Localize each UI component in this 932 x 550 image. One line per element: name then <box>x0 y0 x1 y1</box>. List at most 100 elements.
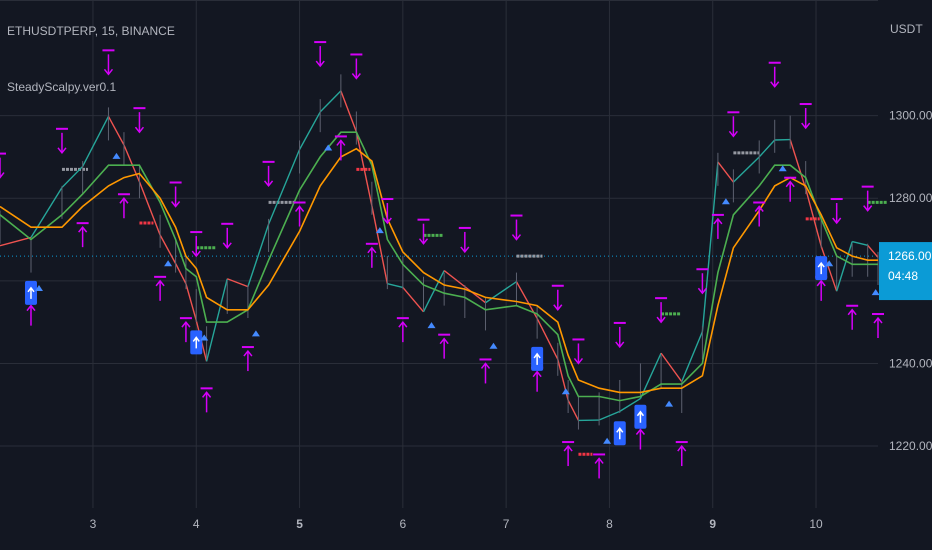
buy-flag-arrow <box>636 410 645 423</box>
buy-arrow-head <box>243 349 253 357</box>
price-segment <box>247 224 270 287</box>
price-segment <box>536 318 559 360</box>
buy-triangle <box>603 437 612 444</box>
buy-triangle <box>871 289 880 296</box>
sell-arrow-head <box>418 238 429 245</box>
buy-arrow-head <box>594 457 604 464</box>
buy-flag-arrow <box>192 336 200 349</box>
signal-levels <box>0 151 888 456</box>
buy-arrow-head <box>181 320 191 328</box>
price-segment <box>443 269 466 288</box>
price-segment <box>681 331 704 382</box>
price-segment <box>867 244 879 258</box>
price-segment <box>567 399 580 421</box>
buy-arrow-head <box>294 205 305 212</box>
buy-flag-arrow <box>533 352 541 365</box>
sell-arrow-head <box>728 130 738 138</box>
sell-arrow-head <box>382 217 392 225</box>
buy-arrow-head <box>816 279 826 287</box>
price-segment <box>205 278 228 362</box>
sell-arrow-head <box>0 172 5 179</box>
buy-arrow-head <box>480 362 491 369</box>
signal-markers <box>0 41 884 479</box>
price-segment <box>138 181 161 236</box>
buy-arrow-head <box>847 308 857 316</box>
buy-triangle <box>778 165 787 172</box>
x-tick-label: 5 <box>296 517 303 531</box>
x-tick-label: 6 <box>400 517 407 531</box>
sell-arrow-head <box>801 122 811 130</box>
sell-arrow-head <box>832 217 842 225</box>
sell-arrow-head <box>863 205 873 212</box>
price-segment <box>355 131 373 206</box>
sell-arrow-head <box>460 246 470 254</box>
price-segment <box>717 161 734 183</box>
buy-triangle <box>561 388 570 395</box>
buy-arrow-head <box>26 304 36 312</box>
price-segment <box>619 397 641 412</box>
price-segment <box>732 156 760 183</box>
buy-arrow-head <box>713 217 723 225</box>
buy-triangle <box>164 260 173 267</box>
indicator-legend: SteadyScalpy.ver0.1 <box>7 80 117 94</box>
ema-line <box>0 147 878 394</box>
sell-arrow-head <box>171 201 181 208</box>
buy-triangle <box>825 260 834 267</box>
x-tick-label: 7 <box>503 517 510 531</box>
buy-triangle <box>200 334 209 341</box>
y-tick-label: 1280.00 <box>889 191 932 205</box>
buy-arrow-head <box>202 391 212 398</box>
price-segment <box>185 283 197 321</box>
price-segment <box>371 205 389 284</box>
price-segment <box>159 234 177 264</box>
price-segment <box>61 165 84 188</box>
currency-label: USDT <box>890 22 923 36</box>
x-tick-label: 3 <box>90 517 97 531</box>
price-segment <box>485 281 517 304</box>
price-segment <box>319 90 342 113</box>
buy-triangle <box>112 152 121 159</box>
countdown-label: 04:48 <box>888 269 918 283</box>
x-tick-label: 9 <box>709 517 716 531</box>
sell-arrow-head <box>511 234 522 241</box>
price-segment <box>598 410 621 421</box>
buy-flag-arrow <box>616 427 624 440</box>
x-tick-label: 4 <box>193 517 200 531</box>
sell-arrow-head <box>103 68 114 76</box>
y-tick-label: 1240.00 <box>889 356 932 370</box>
buy-arrow-head <box>119 197 129 204</box>
buy-triangle <box>251 330 260 337</box>
price-segment <box>298 111 321 150</box>
price-segment <box>267 149 301 225</box>
buy-flag-arrow <box>817 261 825 275</box>
buy-triangle <box>375 227 384 234</box>
buy-triangle <box>665 400 674 407</box>
price-segment <box>226 278 249 288</box>
current-price-label: 1266.00 <box>888 249 932 263</box>
price-segment <box>820 245 838 292</box>
price-segment <box>30 187 63 238</box>
sell-arrow-head <box>656 316 666 324</box>
sell-arrow-head <box>263 180 274 188</box>
buy-arrow-head <box>873 316 883 324</box>
x-tick-label: 10 <box>809 517 823 531</box>
price-segment <box>174 263 187 285</box>
sell-arrow-head <box>615 341 625 349</box>
price-segment <box>852 240 868 247</box>
price-segment <box>836 241 853 292</box>
buy-arrow-head <box>532 370 542 378</box>
price-segment <box>340 90 358 132</box>
sell-arrow-head <box>315 60 325 68</box>
buy-flag-arrow <box>27 286 35 299</box>
y-tick-label: 1220.00 <box>889 439 932 453</box>
buy-arrow-head <box>155 279 165 287</box>
buy-arrow-head <box>367 246 377 254</box>
price-segment <box>701 161 719 332</box>
price-segment <box>758 139 776 158</box>
buy-arrow-head <box>336 139 346 146</box>
buy-triangle <box>721 198 730 205</box>
price-segment <box>805 188 822 247</box>
price-segment <box>422 270 445 313</box>
price-segment <box>387 283 404 289</box>
